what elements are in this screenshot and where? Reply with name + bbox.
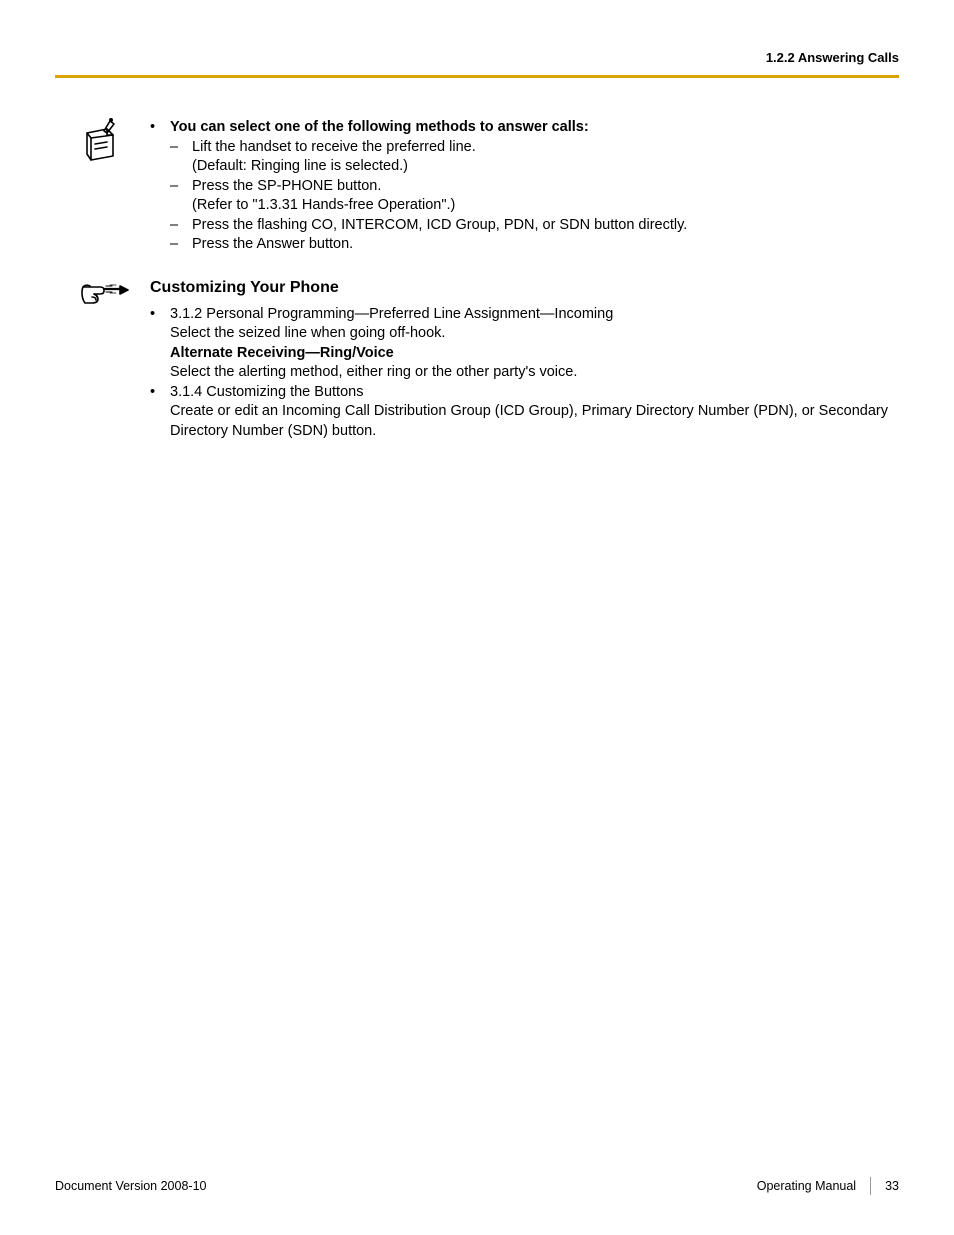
- customize-content: Customizing Your Phone • 3.1.2 Personal …: [150, 277, 899, 442]
- customize-item-title: 3.1.4 Customizing the Buttons: [170, 383, 899, 403]
- customize-item-line: Select the alerting method, either ring …: [170, 363, 899, 383]
- footer-divider: [870, 1177, 871, 1195]
- note-item-line2: (Refer to "1.3.31 Hands-free Operation".…: [192, 196, 899, 216]
- customize-block: Customizing Your Phone • 3.1.2 Personal …: [55, 277, 899, 442]
- customize-item-line: Select the seized line when going off-ho…: [170, 324, 899, 344]
- note-intro: You can select one of the following meth…: [170, 118, 589, 138]
- dash-mark: –: [170, 216, 192, 236]
- note-item-line1: Lift the handset to receive the preferre…: [192, 138, 899, 158]
- note-item-line1: Press the Answer button.: [192, 235, 899, 255]
- dash-mark: –: [170, 235, 192, 255]
- bullet-dot: •: [150, 305, 170, 325]
- note-item-line1: Press the SP-PHONE button.: [192, 177, 899, 197]
- hand-pointing-icon: [55, 277, 150, 307]
- footer: Document Version 2008-10 Operating Manua…: [55, 1177, 899, 1195]
- note-icon: [55, 118, 150, 162]
- page: 1.2.2 Answering Calls • You can: [0, 0, 954, 1235]
- header-section-title: 1.2.2 Answering Calls: [55, 50, 899, 75]
- footer-manual-label: Operating Manual: [757, 1179, 856, 1193]
- customize-heading: Customizing Your Phone: [150, 277, 899, 299]
- note-block: • You can select one of the following me…: [55, 118, 899, 255]
- customize-item-title: 3.1.2 Personal Programming—Preferred Lin…: [170, 305, 899, 325]
- dash-mark: –: [170, 177, 192, 197]
- footer-right: Operating Manual 33: [757, 1177, 899, 1195]
- header-rule: [55, 75, 899, 78]
- customize-item: • 3.1.4 Customizing the Buttons Create o…: [150, 383, 899, 442]
- bullet-dot: •: [150, 383, 170, 403]
- customize-item-bold: Alternate Receiving—Ring/Voice: [170, 344, 899, 364]
- dash-mark: –: [170, 138, 192, 158]
- bullet-dot: •: [150, 118, 170, 138]
- customize-item-line: Create or edit an Incoming Call Distribu…: [170, 402, 899, 441]
- note-item-line2: (Default: Ringing line is selected.): [192, 157, 899, 177]
- note-content: • You can select one of the following me…: [150, 118, 899, 255]
- customize-item: • 3.1.2 Personal Programming—Preferred L…: [150, 305, 899, 383]
- footer-page-number: 33: [885, 1179, 899, 1193]
- note-item-line1: Press the flashing CO, INTERCOM, ICD Gro…: [192, 216, 899, 236]
- note-item: – Press the Answer button.: [150, 235, 899, 255]
- note-intro-row: • You can select one of the following me…: [150, 118, 899, 138]
- footer-left: Document Version 2008-10: [55, 1179, 206, 1193]
- note-item: – Press the SP-PHONE button. (Refer to "…: [150, 177, 899, 216]
- note-item: – Lift the handset to receive the prefer…: [150, 138, 899, 177]
- note-item: – Press the flashing CO, INTERCOM, ICD G…: [150, 216, 899, 236]
